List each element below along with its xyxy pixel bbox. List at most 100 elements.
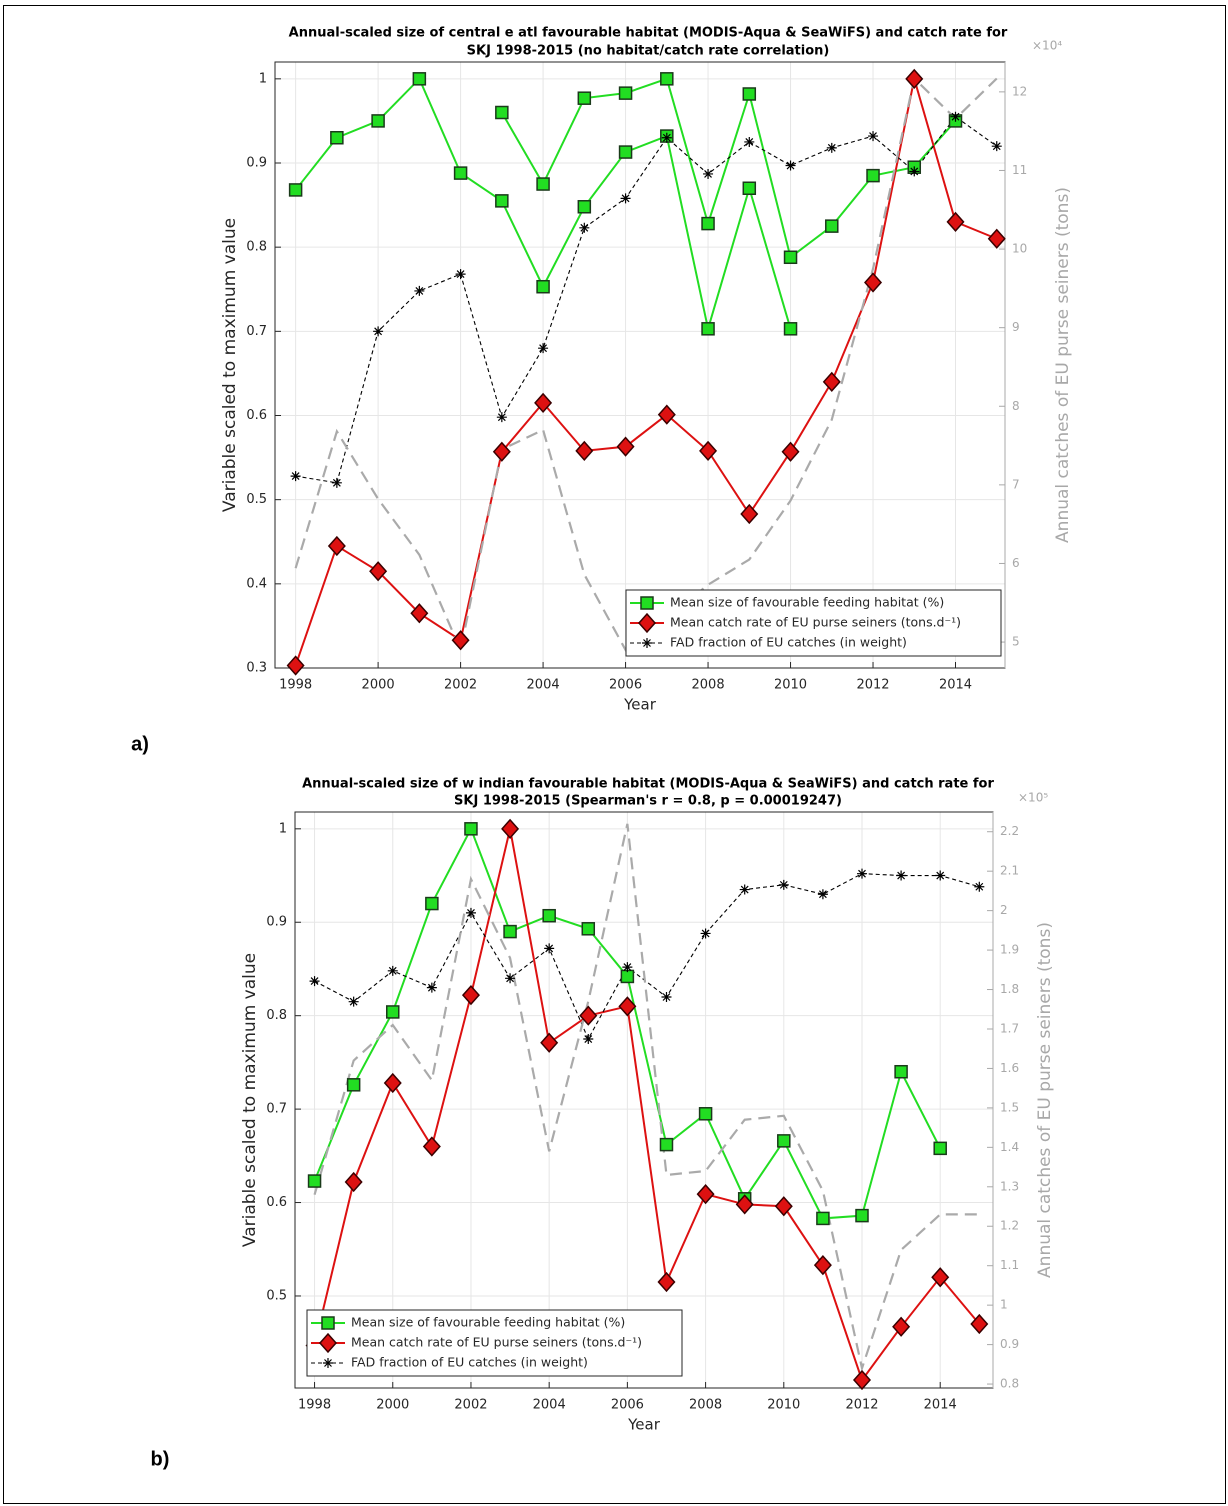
marker <box>290 471 301 482</box>
marker <box>373 326 384 337</box>
y2-axis-label: Annual catches of EU purse seiners (tons… <box>1035 922 1055 1278</box>
x-tick-label: 2000 <box>362 678 395 693</box>
y-tick-label: 0.4 <box>246 576 267 591</box>
marker <box>987 228 1006 249</box>
x-tick-label: 2014 <box>939 678 972 693</box>
y2-tick-label: 2.2 <box>1000 824 1019 838</box>
marker <box>579 1005 598 1026</box>
marker <box>618 86 633 100</box>
marker <box>742 181 757 195</box>
x-tick-label: 2010 <box>774 678 807 693</box>
y2-tick-label: 1.9 <box>1000 943 1019 957</box>
y-tick-label: 0.5 <box>266 1288 287 1303</box>
x-tick-label: 2000 <box>376 1398 409 1413</box>
marker <box>778 879 789 890</box>
marker <box>425 896 439 911</box>
marker <box>583 1034 594 1045</box>
marker <box>852 1369 872 1391</box>
y2-tick-label: 12 <box>1012 84 1027 98</box>
x-axis-label: Year <box>623 696 657 714</box>
marker <box>616 436 635 457</box>
legend-marker <box>640 596 654 610</box>
y2-tick-label: 1.1 <box>1000 1258 1019 1272</box>
marker <box>701 322 715 336</box>
marker <box>905 68 924 89</box>
legend-box <box>306 1309 683 1377</box>
marker <box>657 404 676 425</box>
marker <box>348 996 359 1007</box>
marker <box>699 440 718 461</box>
y-tick-label: 0.6 <box>246 408 267 423</box>
marker <box>826 142 837 153</box>
marker <box>622 962 633 973</box>
marker <box>455 269 466 280</box>
y-axis-label: Variable scaled to maximum value <box>220 218 240 512</box>
x-tick-label: 2008 <box>692 678 725 693</box>
y2-tick-label: 1.7 <box>1000 1021 1019 1035</box>
y-tick-label: 0.3 <box>246 661 267 676</box>
marker <box>777 1134 791 1148</box>
marker <box>946 211 965 233</box>
marker <box>410 603 429 624</box>
marker <box>781 441 800 462</box>
marker <box>327 535 346 557</box>
marker <box>542 908 556 923</box>
marker <box>288 183 303 197</box>
x-tick-label: 2006 <box>609 678 642 693</box>
marker <box>742 87 757 101</box>
marker <box>386 1005 400 1019</box>
x-tick-label: 2002 <box>454 1398 487 1413</box>
x-tick-label: 1998 <box>298 1398 331 1413</box>
marker <box>286 655 305 676</box>
y2-tick-label: 7 <box>1012 477 1020 491</box>
legend-marker <box>318 1332 338 1354</box>
plot-area <box>295 812 993 1388</box>
marker <box>813 1255 832 1276</box>
series-line <box>294 78 998 666</box>
marker <box>739 884 750 895</box>
marker <box>540 1032 559 1053</box>
marker <box>534 392 553 414</box>
marker <box>451 630 470 651</box>
y2-tick-label: 9 <box>1012 320 1020 334</box>
marker <box>991 141 1002 152</box>
x-tick-label: 1998 <box>279 678 312 693</box>
y-tick-label: 0.8 <box>246 240 267 255</box>
x-tick-label: 2004 <box>533 1398 566 1413</box>
y2-tick-label: 1.5 <box>1000 1100 1019 1114</box>
panel-label: b) <box>151 1448 170 1470</box>
x-tick-label: 2006 <box>611 1398 644 1413</box>
y2-tick-label: 6 <box>1012 556 1020 570</box>
y2-multiplier: ×10⁵ <box>1018 791 1048 805</box>
x-axis-label: Year <box>627 1416 661 1434</box>
marker <box>577 200 592 214</box>
marker <box>735 1194 754 1215</box>
marker <box>422 1136 441 1157</box>
marker <box>892 1316 911 1337</box>
marker <box>864 272 883 293</box>
marker <box>974 881 985 892</box>
marker <box>461 984 480 1006</box>
y-tick-label: 0.6 <box>266 1195 287 1210</box>
x-tick-label: 2004 <box>527 678 560 693</box>
marker <box>495 105 509 120</box>
panel-label: a) <box>131 733 149 755</box>
marker <box>703 168 714 179</box>
marker <box>453 166 468 180</box>
marker <box>783 250 798 265</box>
y2-tick-label: 0.8 <box>1000 1377 1019 1391</box>
y2-tick-label: 8 <box>1012 399 1020 413</box>
x-tick-label: 2014 <box>924 1398 957 1413</box>
marker <box>309 976 320 987</box>
marker <box>544 943 555 954</box>
y2-tick-label: 1.8 <box>1000 982 1019 996</box>
marker <box>822 371 841 392</box>
marker <box>501 818 520 839</box>
chart-title: SKJ 1998-2015 (no habitat/catch rate cor… <box>467 44 830 59</box>
marker <box>894 1064 908 1079</box>
marker <box>346 1078 361 1092</box>
marker <box>896 870 907 881</box>
legend-box <box>625 589 1002 657</box>
y-tick-label: 0.8 <box>266 1008 287 1023</box>
